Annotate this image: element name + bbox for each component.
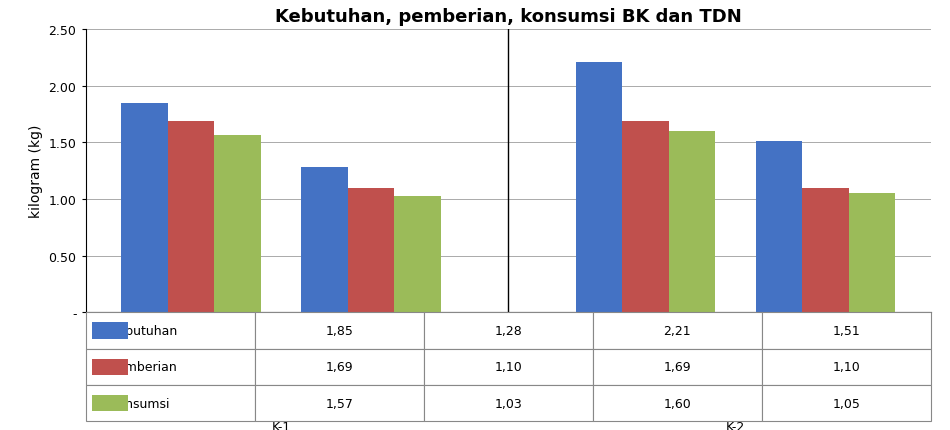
Y-axis label: kilogram (kg): kilogram (kg) [28,125,43,218]
Bar [576,63,622,313]
Bar [394,196,441,313]
Bar [92,395,128,412]
Bar [215,135,261,313]
Bar [669,132,715,313]
Bar [755,142,802,313]
Title: Kebutuhan, pemberian, konsumsi BK dan TDN: Kebutuhan, pemberian, konsumsi BK dan TD… [275,8,742,26]
Text: K-1: K-1 [272,420,291,430]
Bar [92,322,128,339]
Text: K-2: K-2 [726,420,745,430]
Bar [168,122,215,313]
Bar [92,359,128,375]
Bar [622,122,669,313]
Bar [848,194,895,313]
Bar [348,188,394,313]
Bar [802,188,848,313]
Bar [301,168,348,313]
Bar [122,104,168,313]
